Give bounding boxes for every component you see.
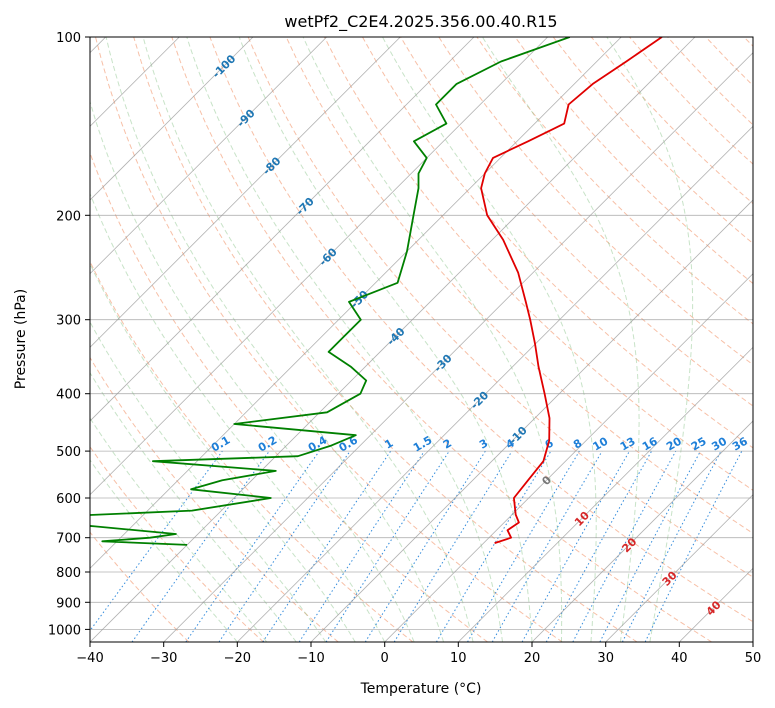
dry-adiabat-line — [362, 37, 753, 449]
dry-adiabat-line — [171, 37, 712, 642]
y-axis-ticks: 100 200 300 400 500 600 700 800 900 1000 — [48, 31, 90, 638]
mixing-ratio-line — [90, 450, 223, 632]
y-tick-label: 400 — [56, 388, 81, 403]
mixing-ratio-line — [393, 450, 513, 642]
moist-adiabat-line — [90, 459, 238, 642]
dry-adiabat-line — [400, 37, 753, 407]
isotherm-line — [237, 125, 753, 642]
y-axis-label: Pressure (hPa) — [13, 289, 29, 389]
dry-adiabats — [90, 37, 753, 642]
mixing-ratio-line — [131, 450, 270, 642]
y-tick-label: 600 — [56, 492, 81, 507]
isotherm-line — [90, 37, 475, 422]
dry-adiabat-line — [285, 37, 753, 535]
dry-adiabat-line — [514, 37, 753, 285]
x-tick-label: 20 — [524, 651, 541, 666]
moist-adiabats — [90, 37, 694, 642]
profile-series — [90, 37, 663, 546]
isotherm-line — [90, 37, 327, 275]
dry-adiabat-line — [90, 531, 190, 642]
y-tick-label: 200 — [56, 209, 81, 224]
x-tick-label: −30 — [150, 651, 177, 666]
moist-adiabat-line — [142, 37, 474, 642]
mixing-ratio-line — [298, 450, 425, 642]
y-tick-label: 100 — [56, 31, 81, 46]
moist-adiabat-line — [90, 192, 386, 642]
moist-adiabat-line — [606, 37, 694, 642]
isotherm-line — [458, 346, 753, 642]
mixing-ratio-line — [572, 450, 677, 642]
dry-adiabat-line — [90, 445, 264, 642]
x-tick-label: 10 — [450, 651, 467, 666]
x-tick-label: −10 — [297, 651, 324, 666]
dry-adiabat-line — [247, 37, 753, 578]
y-tick-label: 800 — [56, 566, 81, 581]
dewpoint-profile — [90, 37, 571, 546]
isotherm-line — [90, 37, 401, 348]
isotherm-line — [90, 37, 696, 642]
mixing-ratio-line — [262, 450, 392, 642]
chart-title: wetPf2_C2E4.2025.356.00.40.R15 — [284, 12, 557, 32]
y-tick-label: 500 — [56, 445, 81, 460]
y-tick-label: 900 — [56, 596, 81, 611]
y-tick-label: 700 — [56, 532, 81, 547]
mixing-ratio-line — [185, 450, 320, 642]
mixing-ratio-lines — [90, 450, 743, 642]
isotherm-line — [90, 37, 548, 496]
x-tick-label: 0 — [381, 651, 389, 666]
moist-adiabat-line — [382, 37, 597, 642]
moist-adiabat-line — [481, 37, 640, 642]
dry-adiabat-line — [323, 37, 753, 491]
isotherm-line — [163, 52, 753, 642]
plot-frame — [89, 36, 754, 643]
dry-adiabat-line — [90, 356, 339, 642]
y-tick-label: 300 — [56, 314, 81, 329]
isobars — [90, 37, 753, 630]
isotherm-line — [384, 273, 753, 642]
x-tick-label: −40 — [76, 651, 103, 666]
x-axis-ticks: −40 −30 −20 −10 0 10 20 30 40 50 — [76, 642, 761, 666]
isotherm-line — [310, 199, 753, 642]
moist-adiabat-line — [90, 417, 268, 642]
isotherm-line — [605, 494, 753, 642]
mixing-ratio-line — [325, 450, 450, 642]
moist-adiabat-line — [238, 37, 533, 642]
x-tick-label: 40 — [671, 651, 688, 666]
moist-adiabat-line — [90, 321, 327, 642]
moist-adiabat-line — [302, 37, 563, 642]
moist-adiabat-line — [186, 37, 503, 642]
moist-adiabat-line — [105, 37, 445, 642]
mixing-ratio-line — [644, 450, 743, 642]
dry-adiabat-line — [95, 37, 563, 642]
x-tick-label: 50 — [745, 651, 762, 666]
x-axis-label: Temperature (°C) — [360, 681, 482, 697]
x-tick-label: 30 — [597, 651, 614, 666]
mixing-ratio-line — [218, 450, 351, 642]
isotherm-line — [531, 420, 753, 642]
mixing-ratio-line — [545, 450, 653, 642]
y-tick-label: 1000 — [48, 623, 81, 638]
moist-adiabat-line — [90, 371, 297, 642]
dry-adiabat-line — [438, 37, 753, 366]
dry-adiabat-line — [209, 37, 753, 623]
dry-adiabat-line — [133, 37, 638, 642]
isotherm-line — [90, 37, 254, 201]
x-tick-label: −20 — [224, 651, 251, 666]
temperature-profile — [480, 37, 663, 544]
mixing-ratio-line — [521, 450, 630, 642]
moist-adiabat-line — [90, 262, 356, 642]
dry-adiabat-line — [90, 151, 488, 642]
